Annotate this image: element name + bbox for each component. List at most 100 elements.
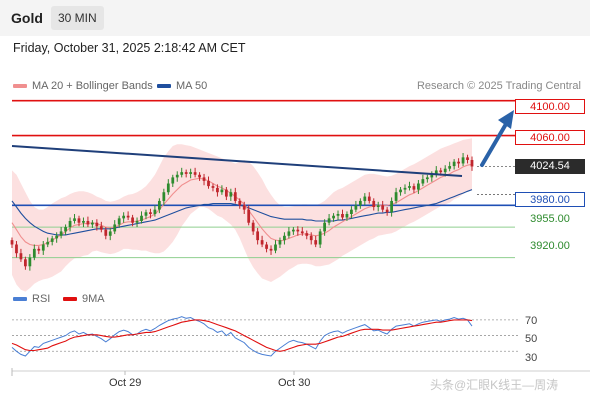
candle-body bbox=[28, 257, 32, 267]
candle-body bbox=[175, 174, 179, 178]
candle-body bbox=[318, 231, 322, 245]
candle-body bbox=[99, 226, 103, 230]
rsi-9ma-line bbox=[11, 319, 473, 352]
legend-ma20: MA 20 + Bollinger Bands bbox=[13, 80, 153, 92]
candle-body bbox=[242, 205, 246, 210]
candle-body bbox=[68, 220, 72, 228]
candle-body bbox=[385, 209, 389, 213]
candle-body bbox=[291, 229, 295, 232]
candle-body bbox=[73, 218, 76, 221]
candle-body bbox=[381, 205, 385, 210]
candle-body bbox=[452, 161, 456, 167]
candle-body bbox=[323, 222, 327, 232]
rsi-swatch bbox=[13, 297, 27, 302]
candle-body bbox=[260, 240, 264, 245]
legend-rsi: RSI bbox=[13, 293, 50, 305]
candle-body bbox=[247, 209, 251, 223]
candle-body bbox=[216, 187, 219, 193]
candle-body bbox=[198, 174, 201, 178]
candle-body bbox=[77, 218, 81, 223]
candle-body bbox=[430, 174, 434, 178]
candle-body bbox=[332, 215, 335, 219]
candle-body bbox=[229, 192, 233, 197]
candle-body bbox=[104, 229, 108, 236]
candle-body bbox=[24, 259, 27, 267]
candle-body bbox=[233, 192, 237, 201]
candle-body bbox=[269, 248, 273, 251]
x-tick-oct30: Oct 30 bbox=[278, 377, 311, 389]
rsi-tick-30: 30 bbox=[525, 352, 538, 364]
candle-body bbox=[434, 170, 438, 175]
candle-body bbox=[184, 172, 188, 174]
candle-body bbox=[296, 229, 300, 232]
candle-body bbox=[399, 189, 402, 193]
candle-body bbox=[443, 168, 447, 173]
candle-body bbox=[287, 231, 291, 236]
candle-body bbox=[15, 244, 18, 254]
projection-arrow-head bbox=[498, 110, 514, 129]
candle-body bbox=[32, 248, 36, 258]
candle-body bbox=[336, 214, 340, 216]
legend-9ma: 9MA bbox=[63, 293, 105, 305]
candle-body bbox=[180, 172, 184, 175]
candle-body bbox=[274, 244, 277, 251]
ma50-line bbox=[11, 189, 473, 236]
candle-body bbox=[207, 180, 210, 187]
candle-body bbox=[363, 196, 367, 201]
candle-body bbox=[470, 159, 474, 167]
candle-body bbox=[251, 222, 255, 232]
candle-body bbox=[82, 220, 85, 223]
candle-body bbox=[358, 200, 362, 206]
candle-body bbox=[113, 224, 117, 232]
candle-body bbox=[309, 235, 313, 241]
timeframe-button[interactable]: 30 MIN bbox=[51, 6, 104, 30]
legend-9ma-label: 9MA bbox=[82, 293, 105, 305]
ma50-swatch bbox=[157, 84, 171, 89]
candle-body bbox=[202, 177, 206, 181]
candle-body bbox=[457, 161, 460, 164]
candle-body bbox=[448, 166, 452, 169]
candle-body bbox=[91, 222, 94, 225]
legend-rsi-label: RSI bbox=[32, 293, 51, 305]
candle-body bbox=[238, 200, 242, 206]
candle-body bbox=[341, 214, 344, 218]
candle-body bbox=[64, 227, 67, 232]
candle-body bbox=[403, 187, 407, 190]
candle-body bbox=[135, 220, 139, 223]
candle-body bbox=[283, 235, 286, 241]
9ma-swatch bbox=[63, 297, 77, 302]
candle-body bbox=[46, 241, 50, 245]
timestamp: Friday, October 31, 2025 2:18:42 AM CET bbox=[13, 41, 246, 55]
candle-body bbox=[305, 233, 309, 236]
candle-body bbox=[412, 186, 416, 190]
candle-body bbox=[149, 212, 152, 214]
chart-header: Gold 30 MIN bbox=[0, 0, 590, 36]
candle-body bbox=[37, 248, 41, 251]
candle-body bbox=[278, 240, 282, 245]
candle-body bbox=[122, 215, 126, 219]
candle-body bbox=[95, 222, 99, 227]
candle-body bbox=[108, 231, 112, 236]
candle-body bbox=[466, 157, 469, 160]
candle-body bbox=[162, 192, 166, 201]
candle-body bbox=[367, 196, 371, 201]
rsi-tick-50: 50 bbox=[525, 333, 538, 345]
candle-body bbox=[461, 157, 465, 164]
candle-body bbox=[189, 172, 193, 174]
candle-body bbox=[421, 179, 425, 184]
candle-body bbox=[50, 238, 54, 242]
legend-ma50: MA 50 bbox=[157, 80, 207, 92]
projection-arrow-shaft bbox=[480, 122, 508, 167]
candle-body bbox=[439, 170, 443, 173]
candle-body bbox=[300, 231, 304, 234]
candle-body bbox=[131, 217, 134, 223]
candle-body bbox=[350, 209, 353, 214]
candle-body bbox=[19, 253, 23, 260]
support-label: 3980.00 bbox=[515, 192, 585, 207]
candle-body bbox=[220, 189, 224, 193]
candle-body bbox=[376, 205, 380, 208]
candle-body bbox=[314, 240, 318, 245]
candle-body bbox=[345, 214, 349, 218]
candle-body bbox=[153, 209, 157, 214]
